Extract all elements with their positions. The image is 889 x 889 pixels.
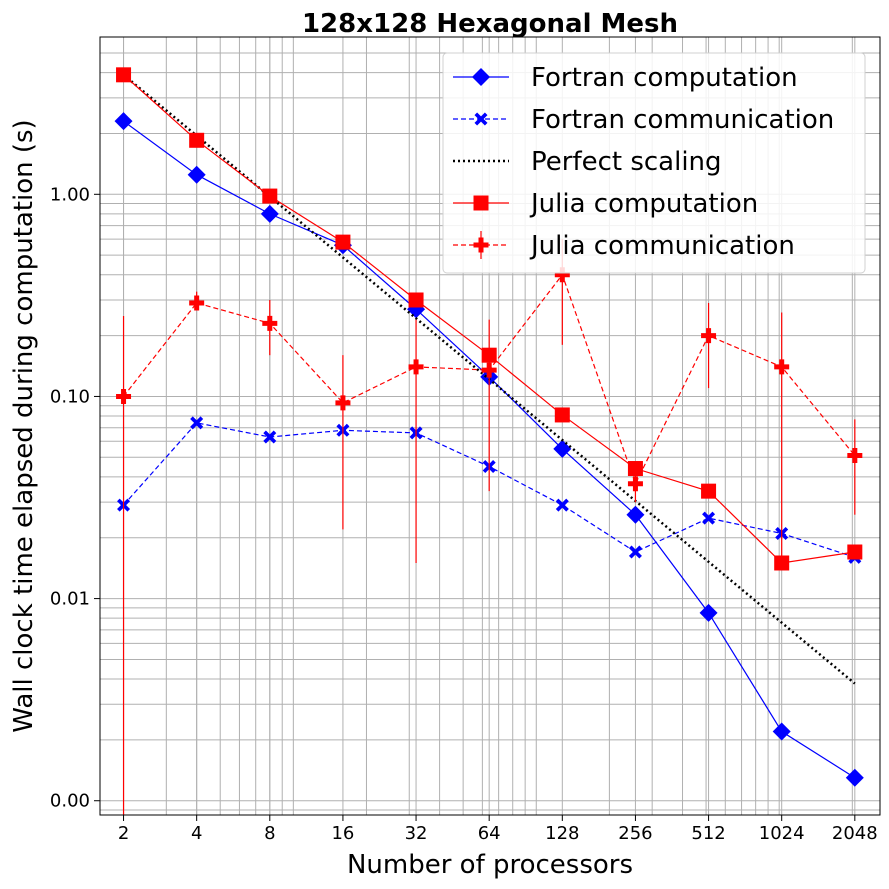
y-tick-label: 0.01 bbox=[50, 589, 90, 610]
x-tick-label: 8 bbox=[264, 823, 275, 844]
y-tick-label: 1.00 bbox=[50, 184, 90, 205]
legend-label: Julia computation bbox=[529, 189, 758, 219]
legend-label: Julia communication bbox=[529, 231, 795, 261]
data-point bbox=[408, 359, 424, 375]
data-point bbox=[774, 555, 790, 571]
legend-marker bbox=[473, 237, 489, 253]
x-axis-label: Number of processors bbox=[347, 850, 633, 880]
data-point bbox=[845, 768, 864, 787]
legend-label: Perfect scaling bbox=[531, 147, 722, 177]
x-tick-label: 64 bbox=[478, 823, 501, 844]
data-point bbox=[260, 204, 279, 223]
x-tick-label: 4 bbox=[191, 823, 202, 844]
data-point bbox=[554, 407, 570, 423]
legend-marker bbox=[473, 195, 489, 211]
data-point bbox=[189, 295, 205, 311]
data-point bbox=[772, 722, 791, 741]
data-point bbox=[335, 234, 351, 250]
series-layer bbox=[114, 67, 864, 815]
legend-label: Fortran computation bbox=[531, 63, 798, 93]
legend-entry: Julia communication bbox=[453, 231, 795, 261]
data-point bbox=[702, 511, 716, 525]
data-point bbox=[262, 188, 278, 204]
data-point bbox=[335, 395, 351, 411]
axis-ticks: 2 4 8 16 32 64 128 256 512 1024 2048 0.00 0.01 0.10 1.… bbox=[50, 184, 878, 844]
data-point bbox=[628, 545, 642, 559]
legend-entry: Julia computation bbox=[453, 189, 758, 219]
data-point bbox=[116, 388, 132, 404]
data-point bbox=[116, 67, 132, 83]
data-point bbox=[626, 505, 645, 524]
data-point bbox=[847, 448, 863, 464]
data-point bbox=[408, 292, 424, 308]
data-point bbox=[262, 315, 278, 331]
x-tick-label: 16 bbox=[331, 823, 354, 844]
y-tick-label: 0.00 bbox=[50, 791, 90, 812]
series-julia-computation bbox=[116, 67, 863, 571]
data-point bbox=[114, 112, 133, 131]
x-tick-label: 1024 bbox=[759, 823, 805, 844]
legend-marker bbox=[474, 112, 488, 126]
data-point bbox=[847, 544, 863, 560]
data-point bbox=[555, 498, 569, 512]
legend-entry: Fortran computation bbox=[453, 63, 798, 93]
x-tick-label: 32 bbox=[405, 823, 428, 844]
data-point bbox=[187, 165, 206, 184]
legend-label: Fortran communication bbox=[531, 105, 834, 135]
chart-title: 128x128 Hexagonal Mesh bbox=[302, 9, 678, 39]
x-tick-label: 256 bbox=[618, 823, 652, 844]
y-tick-label: 0.10 bbox=[50, 386, 90, 407]
x-tick-label: 512 bbox=[691, 823, 725, 844]
data-point bbox=[701, 483, 717, 499]
data-point bbox=[481, 362, 497, 378]
legend-box bbox=[442, 52, 866, 274]
data-point bbox=[190, 416, 204, 430]
data-point bbox=[554, 267, 570, 283]
y-axis-label: Wall clock time elapsed during computati… bbox=[9, 119, 39, 732]
data-point bbox=[699, 603, 718, 622]
data-point bbox=[189, 132, 205, 148]
legend: Fortran computation Fortran communication… bbox=[442, 52, 866, 274]
x-tick-label: 2 bbox=[118, 823, 129, 844]
legend-entry: Fortran communication bbox=[453, 105, 834, 135]
data-point bbox=[263, 430, 277, 444]
series-julia-communication bbox=[116, 239, 863, 815]
data-point bbox=[774, 359, 790, 375]
legend-marker bbox=[472, 68, 490, 86]
data-point bbox=[553, 439, 572, 458]
data-point bbox=[627, 476, 643, 492]
data-point bbox=[701, 328, 717, 344]
legend-entry: Perfect scaling bbox=[453, 147, 722, 177]
x-tick-label: 128 bbox=[545, 823, 579, 844]
plot-area bbox=[99, 36, 881, 816]
x-tick-label: 2048 bbox=[832, 823, 878, 844]
